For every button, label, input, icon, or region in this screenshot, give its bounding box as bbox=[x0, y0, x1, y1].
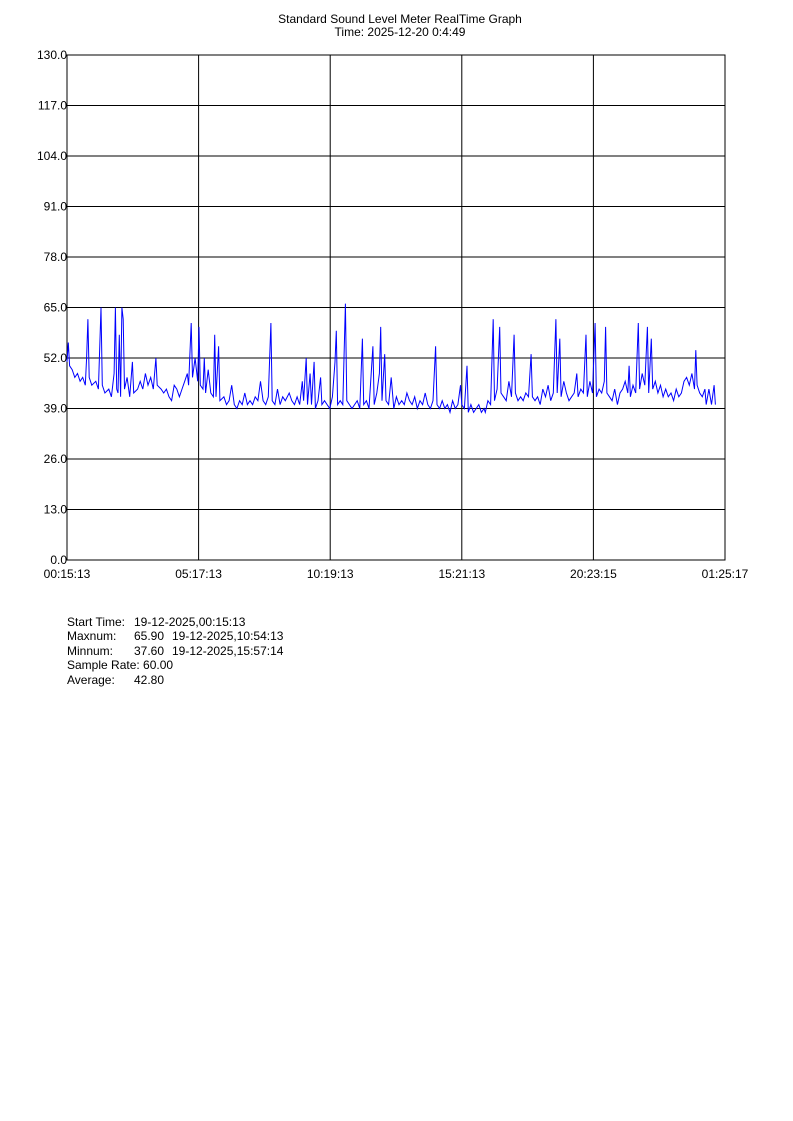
series-line bbox=[66, 303, 716, 415]
y-tick-label: 117.0 bbox=[38, 99, 67, 113]
max-label: Maxnum: bbox=[67, 629, 117, 644]
x-tick-label: 00:15:13 bbox=[44, 567, 91, 581]
y-tick-label: 104.0 bbox=[37, 149, 67, 163]
min-time: 19-12-2025,15:57:14 bbox=[172, 643, 284, 658]
min-label: Minnum: bbox=[67, 643, 114, 658]
average-row: Average: 42.80 bbox=[67, 673, 283, 687]
min-value: 37.60 bbox=[134, 643, 165, 658]
start-time-label: Start Time: bbox=[67, 615, 126, 629]
x-tick-label: 15:21:13 bbox=[438, 567, 485, 581]
y-tick-label: 0.0 bbox=[50, 553, 67, 567]
chart-subtitle: Time: 2025-12-20 0:4:49 bbox=[334, 25, 466, 39]
y-tick-label: 65.0 bbox=[44, 301, 68, 315]
sound-level-chart: 130.0 117.0 104.0 91.0 78.0 65.0 52.0 39.0 26.0 1… bbox=[37, 48, 749, 581]
max-row: Maxnum: 65.90 19-12-2025,10:54:13 bbox=[67, 629, 283, 643]
y-tick-label: 39.0 bbox=[44, 402, 68, 416]
y-tick-label: 130.0 bbox=[37, 48, 67, 62]
x-tick-label: 01:25:17 bbox=[702, 567, 749, 581]
average-value: 42.80 bbox=[134, 672, 165, 687]
rate-value: 60.00 bbox=[143, 658, 174, 673]
y-tick-label: 52.0 bbox=[44, 351, 68, 365]
max-time: 19-12-2025,10:54:13 bbox=[172, 629, 284, 644]
y-tick-label: 26.0 bbox=[44, 452, 68, 466]
chart-title: Standard Sound Level Meter RealTime Grap… bbox=[278, 12, 522, 26]
rate-label: Sample Rate: bbox=[67, 658, 140, 673]
x-tick-label: 20:23:15 bbox=[570, 567, 617, 581]
y-tick-label: 78.0 bbox=[44, 250, 68, 264]
x-tick-label: 05:17:13 bbox=[175, 567, 222, 581]
stats-panel: Start Time: 19-12-2025,00:15:13 Maxnum: 65… bbox=[67, 615, 283, 687]
average-label: Average: bbox=[67, 672, 115, 687]
min-row: Minnum: 37.60 19-12-2025,15:57:14 bbox=[67, 644, 283, 658]
rate-row: Sample Rate: 60.00 bbox=[67, 658, 283, 672]
chart-header: Standard Sound Level Meter RealTime Grap… bbox=[0, 13, 793, 39]
y-tick-label: 91.0 bbox=[44, 200, 68, 214]
start-time-row: Start Time: 19-12-2025,00:15:13 bbox=[67, 615, 283, 629]
start-time-value: 19-12-2025,00:15:13 bbox=[134, 615, 246, 629]
x-tick-label: 10:19:13 bbox=[307, 567, 354, 581]
y-tick-label: 13.0 bbox=[44, 503, 68, 517]
max-value: 65.90 bbox=[134, 629, 165, 644]
